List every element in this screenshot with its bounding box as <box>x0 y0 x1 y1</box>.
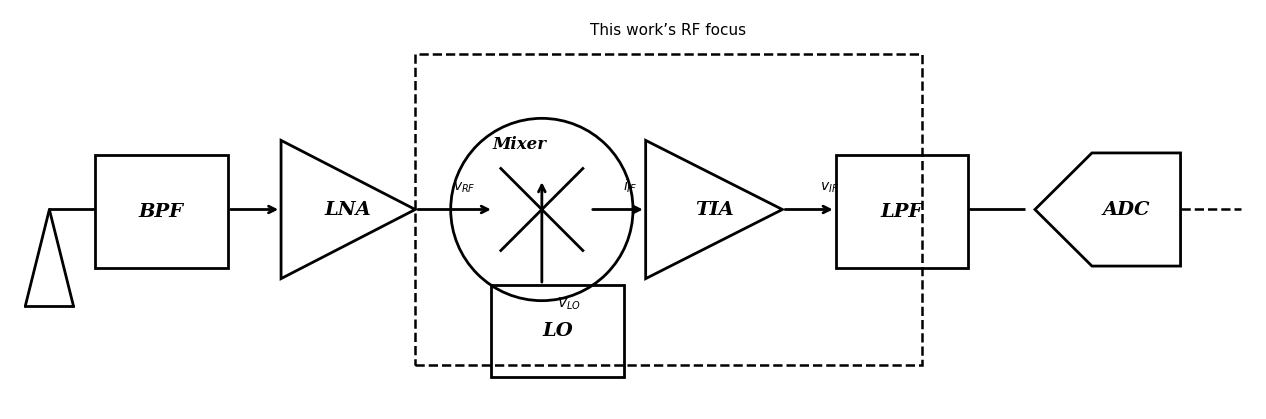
Bar <box>491 285 624 377</box>
Text: $V_{LO}$: $V_{LO}$ <box>557 295 581 312</box>
Text: LO: LO <box>542 322 573 340</box>
Text: $v_{IF}$: $v_{IF}$ <box>820 181 839 195</box>
Text: This work’s RF focus: This work’s RF focus <box>590 23 747 38</box>
Bar <box>95 155 228 268</box>
Text: Mixer: Mixer <box>492 136 546 153</box>
Text: LNA: LNA <box>325 201 371 218</box>
Text: ADC: ADC <box>1103 201 1151 218</box>
Text: $v_{RF}$: $v_{RF}$ <box>453 181 476 195</box>
Text: $i_{IF}$: $i_{IF}$ <box>623 177 637 195</box>
Text: TIA: TIA <box>695 201 733 218</box>
Bar <box>415 54 922 365</box>
Text: BPF: BPF <box>139 203 184 220</box>
Text: LPF: LPF <box>881 203 923 220</box>
Bar <box>836 155 968 268</box>
